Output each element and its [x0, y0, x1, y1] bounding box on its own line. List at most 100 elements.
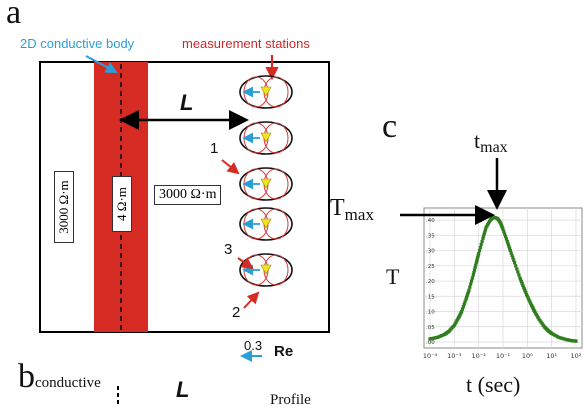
data-point	[483, 230, 487, 234]
station-outline	[239, 121, 293, 155]
data-point	[461, 305, 465, 309]
panel-b-distance-label: L	[176, 377, 190, 402]
station-1	[239, 75, 293, 109]
tmax-main: t	[474, 128, 481, 153]
panel-a-letter: a	[6, 0, 22, 31]
data-point	[482, 232, 486, 236]
data-point	[479, 242, 483, 247]
station-marker	[260, 218, 272, 229]
panel-c-letter: c	[382, 108, 398, 145]
data-point	[518, 276, 522, 280]
data-point	[469, 282, 473, 286]
data-point	[529, 302, 533, 306]
data-point	[524, 292, 529, 297]
data-point	[466, 292, 470, 296]
data-point	[460, 307, 465, 311]
chart-x-label: t (sec)	[466, 372, 521, 397]
x-tick-label: 10¹	[546, 352, 557, 360]
data-point	[528, 300, 532, 304]
x-tick-label: 10⁻¹	[496, 352, 511, 360]
y-tick-label: .20	[426, 279, 435, 285]
panel-b-profile-label: Profile	[270, 392, 311, 408]
data-point	[472, 268, 477, 272]
chart-y-ticks: .00 .05 .10 .15 .20 .25 .30 .35 .40	[426, 218, 435, 346]
data-point	[520, 281, 524, 286]
data-point	[503, 234, 508, 239]
Tmax-sub: max	[344, 205, 374, 224]
data-point	[519, 278, 523, 282]
data-point	[469, 279, 474, 283]
station-outline	[239, 253, 293, 287]
data-point	[477, 252, 481, 256]
body-label: 2D conductive body	[20, 36, 135, 51]
x-tick-label: 10⁻²	[472, 352, 487, 360]
Tmax-label: Tmax	[330, 195, 374, 225]
callout-3: 3	[224, 241, 233, 258]
station-4	[239, 207, 293, 241]
data-point	[514, 264, 518, 268]
station-column	[239, 75, 293, 287]
station-outline	[239, 167, 293, 201]
y-tick-label: .30	[426, 249, 435, 255]
data-point	[463, 300, 467, 304]
data-point	[513, 261, 517, 265]
data-point	[504, 237, 509, 241]
data-point	[511, 256, 515, 260]
data-point	[508, 247, 512, 251]
data-point	[501, 227, 505, 231]
data-point	[470, 276, 475, 280]
callout-arrow-3	[237, 257, 254, 270]
station-outline	[239, 207, 293, 241]
data-point	[509, 251, 513, 255]
right-resistivity-label: 3000 Ω·m	[154, 185, 222, 205]
y-tick-label: .15	[426, 294, 435, 300]
data-point	[502, 230, 506, 234]
data-point	[475, 259, 479, 263]
station-marker	[260, 264, 272, 275]
panel-b-subscript: conductive	[35, 375, 101, 391]
data-point	[522, 287, 526, 291]
station-2	[239, 121, 293, 155]
data-point	[483, 228, 487, 232]
data-point	[508, 248, 512, 253]
data-point	[475, 257, 479, 261]
data-point	[525, 294, 529, 298]
station-outline	[239, 75, 293, 109]
data-point	[526, 296, 530, 300]
data-point	[478, 245, 482, 250]
data-point	[505, 239, 509, 244]
y-tick-label: .00	[426, 340, 435, 346]
data-point	[574, 339, 578, 343]
data-point	[464, 297, 468, 301]
y-tick-label: .25	[426, 264, 435, 270]
data-point	[474, 261, 478, 265]
data-point	[503, 232, 507, 236]
Tmax-main: T	[330, 195, 345, 221]
data-point	[512, 258, 516, 262]
data-point	[524, 291, 528, 295]
data-point	[510, 253, 514, 258]
x-tick-label: 10⁻³	[447, 352, 462, 360]
body-pointer-arrow	[85, 55, 118, 73]
tmax-label: tmax	[474, 128, 508, 157]
data-point	[515, 267, 519, 271]
data-point	[507, 245, 511, 249]
data-point	[468, 285, 472, 289]
data-point	[481, 236, 485, 240]
station-5	[239, 253, 293, 287]
station-marker	[260, 86, 272, 97]
x-tick-label: 10⁰	[522, 352, 533, 360]
data-point	[471, 273, 475, 277]
station-3	[239, 167, 293, 201]
data-point	[477, 248, 482, 253]
callout-arrow-2	[243, 291, 260, 309]
data-point	[523, 289, 527, 293]
chart-y-label: T	[386, 264, 400, 289]
data-point	[521, 285, 526, 289]
data-point	[466, 290, 470, 294]
y-tick-label: .40	[426, 218, 435, 224]
data-point	[521, 283, 525, 287]
stations-label: measurement stations	[182, 36, 310, 51]
data-point	[472, 270, 476, 275]
